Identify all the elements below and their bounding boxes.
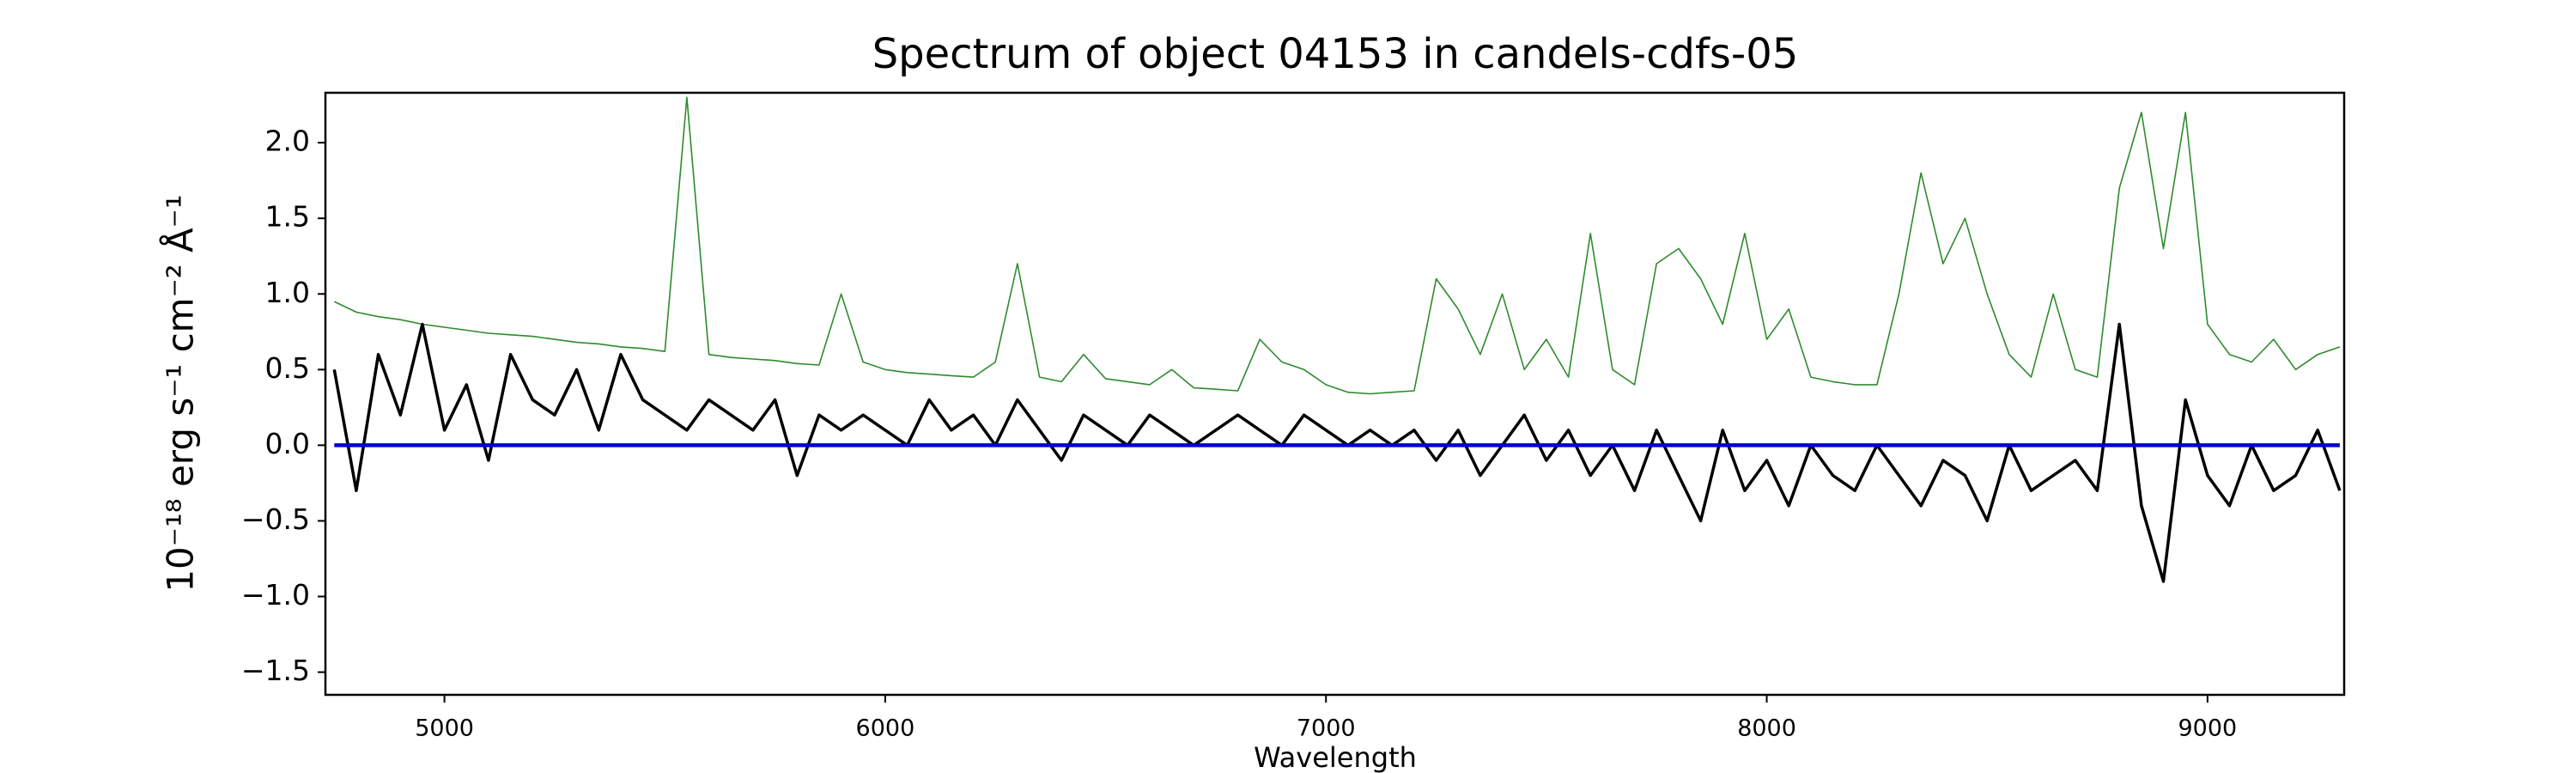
spectrum-line (333, 96, 2341, 395)
y-tick-label: 0.0 (265, 427, 310, 460)
plot-area (332, 96, 2342, 583)
spectrum-line (332, 322, 2342, 583)
x-axis-label: Wavelength (1254, 741, 1417, 773)
x-tick-label: 8000 (1737, 715, 1796, 742)
chart-title: Spectrum of object 04153 in candels-cdfs… (872, 30, 1799, 78)
x-tick-label: 5000 (415, 715, 474, 742)
y-tick-label: −0.5 (241, 502, 310, 536)
x-tick-label: 6000 (856, 715, 915, 742)
x-tick-label: 9000 (2178, 715, 2238, 742)
axes-frame (324, 91, 2346, 697)
x-tick-label: 7000 (1297, 715, 1356, 742)
y-tick-label: −1.5 (241, 654, 310, 687)
y-tick-label: 2.0 (265, 125, 310, 158)
y-axis-label: 10⁻¹⁸ erg s⁻¹ cm⁻² Å⁻¹ (159, 194, 202, 592)
y-tick-label: −1.0 (241, 578, 310, 612)
y-tick-label: 1.0 (265, 276, 310, 309)
y-tick-label: 1.5 (265, 200, 310, 234)
y-tick-label: 0.5 (265, 351, 310, 385)
